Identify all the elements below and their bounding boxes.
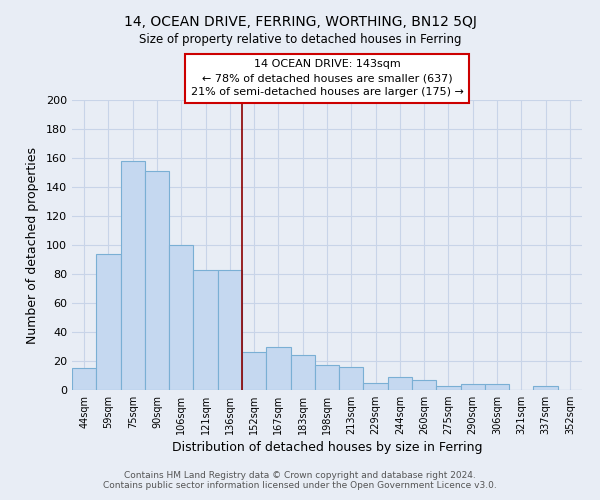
Bar [461, 384, 485, 390]
Bar [485, 384, 509, 390]
Bar [533, 386, 558, 390]
Text: Size of property relative to detached houses in Ferring: Size of property relative to detached ho… [139, 32, 461, 46]
Bar [364, 383, 388, 390]
Bar [266, 346, 290, 390]
Bar [315, 366, 339, 390]
Y-axis label: Number of detached properties: Number of detached properties [26, 146, 39, 344]
Bar [290, 355, 315, 390]
Bar [242, 352, 266, 390]
Text: Contains HM Land Registry data © Crown copyright and database right 2024.: Contains HM Land Registry data © Crown c… [124, 471, 476, 480]
Text: 14 OCEAN DRIVE: 143sqm
← 78% of detached houses are smaller (637)
21% of semi-de: 14 OCEAN DRIVE: 143sqm ← 78% of detached… [191, 59, 463, 97]
Bar [218, 270, 242, 390]
Bar [339, 367, 364, 390]
Bar [193, 270, 218, 390]
Text: Contains public sector information licensed under the Open Government Licence v3: Contains public sector information licen… [103, 481, 497, 490]
Bar [412, 380, 436, 390]
Bar [145, 171, 169, 390]
Bar [96, 254, 121, 390]
Bar [436, 386, 461, 390]
Bar [72, 368, 96, 390]
Bar [121, 161, 145, 390]
X-axis label: Distribution of detached houses by size in Ferring: Distribution of detached houses by size … [172, 442, 482, 454]
Text: 14, OCEAN DRIVE, FERRING, WORTHING, BN12 5QJ: 14, OCEAN DRIVE, FERRING, WORTHING, BN12… [124, 15, 476, 29]
Bar [169, 245, 193, 390]
Bar [388, 377, 412, 390]
